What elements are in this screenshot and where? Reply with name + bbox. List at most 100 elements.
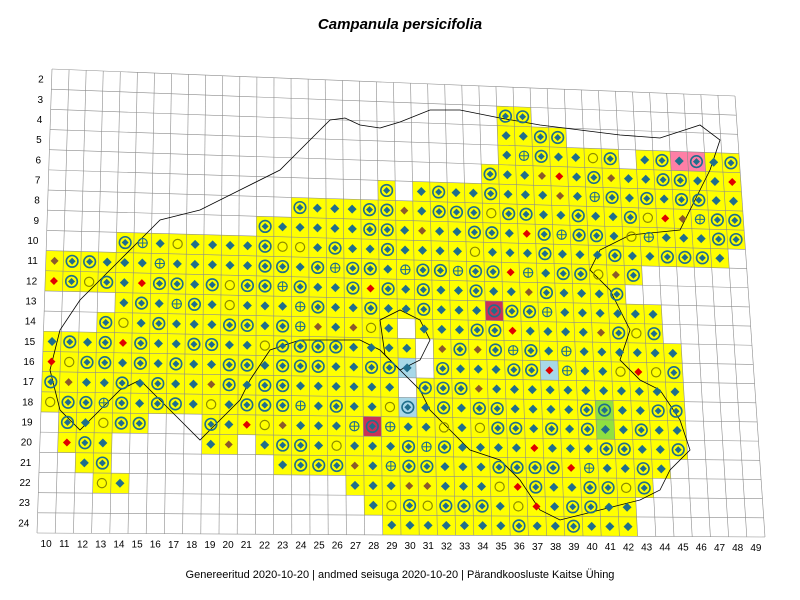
grid-line-vertical	[91, 71, 104, 534]
marker-diamond	[154, 299, 164, 309]
marker-diamond	[331, 381, 341, 391]
marker-ring	[695, 251, 709, 265]
marker-diamond-in-ring	[207, 420, 215, 428]
column-label: 36	[514, 542, 526, 553]
marker-diamond-red	[49, 277, 58, 286]
grid-line-vertical	[444, 84, 456, 536]
marker-diamond	[384, 343, 394, 353]
marker-ring	[381, 282, 395, 296]
coastline	[49, 109, 721, 521]
marker-diamond-in-ring	[296, 342, 304, 350]
marker-diamond-in-ring	[643, 195, 651, 203]
marker-diamond	[458, 462, 468, 472]
marker-diamond-in-ring	[602, 445, 610, 453]
marker-diamond-red	[567, 463, 576, 472]
marker-diamond-in-ring	[439, 365, 447, 373]
marker-ring	[258, 398, 272, 412]
marker-diamond-in-ring	[243, 401, 251, 409]
marker-diamond	[416, 187, 426, 197]
grid-cell-filled	[583, 148, 603, 169]
marker-diamond	[207, 260, 217, 270]
marker-diamond-in-ring	[155, 320, 163, 328]
marker-diamond	[454, 305, 464, 315]
marker-ring	[363, 262, 377, 276]
marker-ring	[380, 223, 394, 237]
marker-diamond	[419, 324, 429, 334]
marker-ring	[276, 438, 290, 452]
marker-diamond-brown	[313, 322, 322, 331]
marker-diamond-brown	[405, 481, 414, 490]
marker-diamond	[350, 441, 360, 451]
marker-hollow-circle	[422, 500, 433, 511]
marker-diamond	[135, 398, 145, 408]
marker-diamond	[441, 520, 451, 530]
marker-diamond-in-ring	[349, 264, 357, 272]
grid-line-horizontal	[44, 310, 751, 327]
row-label: 8	[34, 196, 40, 207]
marker-diamond-in-ring	[208, 281, 216, 289]
marker-diamond	[440, 462, 450, 472]
column-label: 42	[623, 542, 635, 553]
marker-diamond	[505, 248, 515, 258]
marker-diamond-in-ring	[279, 401, 287, 409]
marker-diamond-in-ring	[727, 159, 735, 167]
grid-line-vertical	[427, 83, 438, 536]
marker-diamond-in-ring	[279, 342, 287, 350]
marker-diamond	[155, 238, 165, 248]
marker-diamond-in-ring	[601, 406, 609, 414]
grid-cell-filled	[60, 351, 79, 373]
marker-diamond-in-ring	[639, 465, 647, 473]
marker-diamond	[613, 309, 623, 319]
lake-outline	[379, 309, 431, 371]
grid-cell-filled	[362, 317, 381, 338]
marker-diamond	[627, 251, 637, 261]
marker-ring	[433, 263, 448, 278]
marker-diamond	[630, 309, 640, 319]
marker-diamond	[47, 337, 57, 347]
marker-diamond	[556, 210, 566, 220]
marker-diamond	[656, 464, 666, 474]
marker-diamond-in-ring	[439, 384, 447, 392]
map-title: Campanula persicifolia	[317, 16, 483, 33]
marker-diamond	[368, 441, 378, 451]
marker-diamond	[137, 258, 147, 268]
marker-diamond	[330, 204, 340, 214]
grid-line-horizontal	[38, 472, 762, 480]
map-footer: Genereeritud 2020-10-20 | andmed seisuga…	[185, 569, 615, 581]
marker-ring	[505, 304, 519, 318]
marker-diamond-in-ring	[640, 484, 648, 492]
marker-ring	[134, 336, 148, 350]
marker-diamond-in-ring	[677, 196, 685, 204]
marker-diamond	[435, 226, 445, 236]
marker-diamond-in-ring	[440, 443, 448, 451]
marker-diamond-in-ring	[586, 484, 594, 492]
row-label: 10	[27, 236, 39, 247]
grid-line-vertical	[546, 88, 566, 536]
marker-diamond-in-ring	[575, 231, 583, 239]
marker-diamond-red	[545, 366, 554, 375]
marker-diamond-in-ring	[611, 252, 619, 260]
marker-diamond	[314, 421, 324, 431]
marker-diamond	[598, 366, 608, 376]
marker-diamond-in-ring	[489, 268, 497, 276]
marker-diamond-in-ring	[470, 209, 478, 217]
marker-diamond-brown	[224, 440, 233, 449]
marker-ring	[346, 281, 360, 295]
marker-diamond	[525, 326, 535, 336]
marker-diamond-brown	[473, 345, 482, 354]
marker-diamond-in-ring	[366, 225, 374, 233]
marker-diamond	[387, 520, 397, 530]
grid-line-horizontal	[46, 230, 746, 250]
grid-line-vertical	[73, 70, 87, 534]
marker-diamond-in-ring	[452, 208, 460, 216]
column-label: 38	[550, 542, 562, 553]
marker-diamond	[189, 319, 199, 329]
marker-ring	[571, 209, 585, 223]
row-label: 19	[21, 418, 33, 429]
marker-diamond-red	[242, 420, 251, 429]
marker-diamond	[313, 282, 323, 292]
marker-diamond-in-ring	[650, 330, 658, 338]
marker-diamond-in-ring	[522, 210, 530, 218]
marker-diamond-in-ring	[620, 445, 628, 453]
